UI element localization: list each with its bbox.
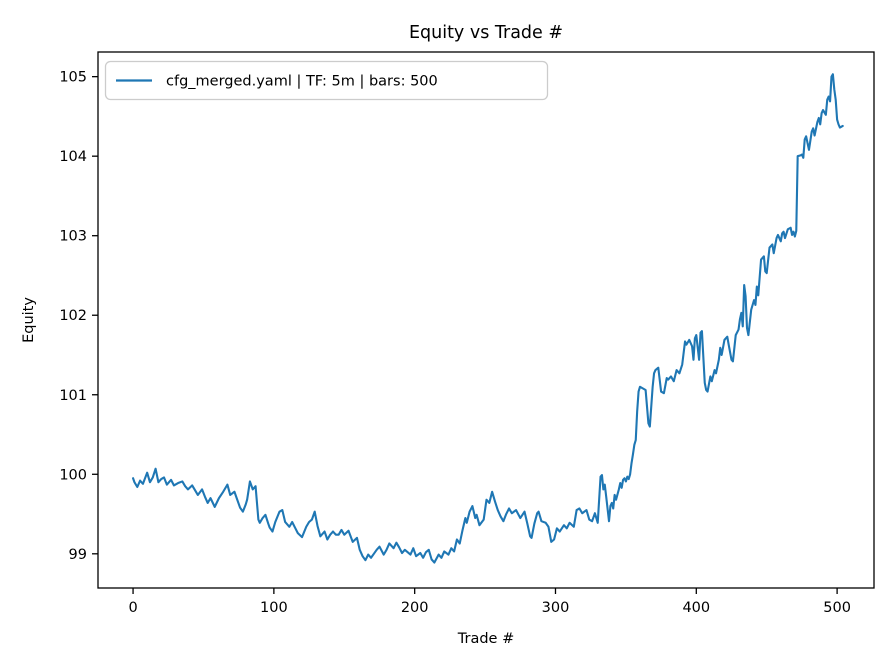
x-axis-label: Trade #: [457, 631, 514, 647]
y-tick-label: 103: [59, 229, 87, 245]
y-tick-label: 102: [59, 308, 87, 324]
x-tick-label: 0: [128, 600, 137, 616]
y-tick-label: 105: [59, 70, 87, 86]
y-tick-label: 100: [59, 467, 87, 483]
x-axis-ticks: 0 100 200 300 400 500: [128, 588, 851, 616]
chart-title: Equity vs Trade #: [409, 23, 563, 43]
legend-label: cfg_merged.yaml | TF: 5m | bars: 500: [166, 74, 438, 90]
y-axis-ticks: 99 100 101 102 103 104 105: [59, 70, 98, 563]
legend: cfg_merged.yaml | TF: 5m | bars: 500: [104, 60, 549, 101]
y-tick-label: 104: [59, 149, 87, 165]
plot-area: [98, 52, 874, 588]
equity-line: [132, 73, 844, 564]
x-tick-label: 100: [260, 600, 288, 616]
plot-border: [97, 51, 875, 589]
y-tick-label: 101: [59, 388, 87, 404]
legend-box: [104, 60, 549, 101]
x-tick-label: 400: [682, 600, 710, 616]
x-tick-label: 500: [823, 600, 851, 616]
x-tick-label: 200: [401, 600, 429, 616]
x-tick-label: 300: [542, 600, 570, 616]
y-axis-label: Equity: [21, 297, 37, 343]
y-tick-label: 99: [69, 547, 87, 563]
